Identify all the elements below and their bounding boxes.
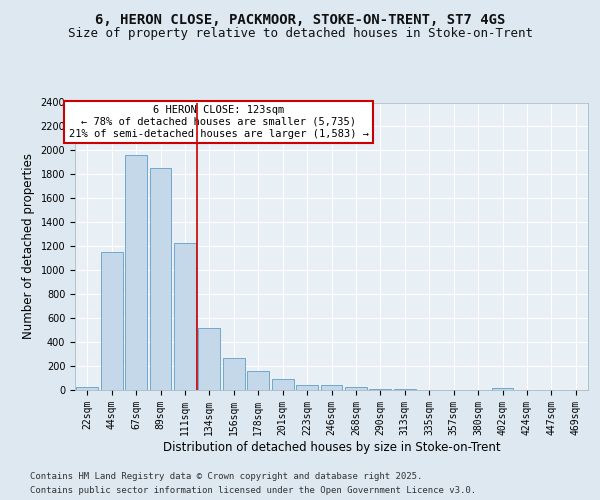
Bar (370, 389, 391, 390)
Bar (320, 385, 343, 390)
Bar (247, 372, 269, 390)
Bar (76, 387, 98, 390)
Bar (174, 242, 196, 390)
X-axis label: Distribution of detached houses by size in Stoke-on-Trent: Distribution of detached houses by size … (163, 440, 500, 454)
Text: 6 HERON CLOSE: 123sqm
← 78% of detached houses are smaller (5,735)
21% of semi-d: 6 HERON CLOSE: 123sqm ← 78% of detached … (68, 106, 368, 138)
Text: Size of property relative to detached houses in Stoke-on-Trent: Size of property relative to detached ho… (67, 28, 533, 40)
Y-axis label: Number of detached properties: Number of detached properties (22, 153, 35, 340)
Bar (223, 358, 245, 390)
Bar (491, 388, 514, 390)
Bar (199, 328, 220, 390)
Bar (101, 252, 122, 390)
Bar (125, 155, 147, 390)
Bar (149, 168, 172, 390)
Text: Contains public sector information licensed under the Open Government Licence v3: Contains public sector information licen… (30, 486, 476, 495)
Text: Contains HM Land Registry data © Crown copyright and database right 2025.: Contains HM Land Registry data © Crown c… (30, 472, 422, 481)
Text: 6, HERON CLOSE, PACKMOOR, STOKE-ON-TRENT, ST7 4GS: 6, HERON CLOSE, PACKMOOR, STOKE-ON-TRENT… (95, 12, 505, 26)
Bar (272, 379, 293, 390)
Bar (345, 387, 367, 390)
Bar (296, 384, 318, 390)
